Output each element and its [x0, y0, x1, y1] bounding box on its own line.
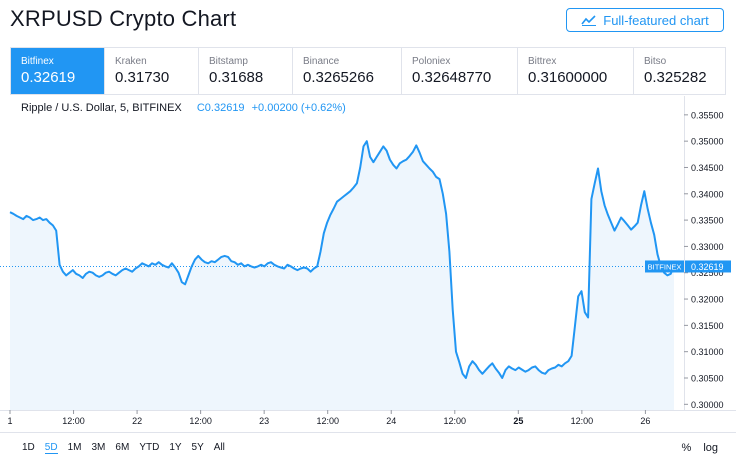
exchange-name: Bitfinex: [21, 56, 54, 67]
range-6m[interactable]: 6M: [115, 442, 130, 453]
y-tick-label: 0.32500: [691, 268, 724, 278]
x-tick-label: 25: [513, 416, 523, 426]
price-line: [9, 140, 675, 379]
y-tick-label: 0.31000: [691, 347, 724, 357]
y-tick-label: 0.34000: [691, 189, 724, 199]
last-price-source-badge: [645, 260, 684, 273]
chart-legend: Ripple / U.S. Dollar, 5, BITFINEX C0.326…: [21, 102, 346, 114]
last-price-label: 0.32619: [691, 262, 724, 272]
tab-bitso[interactable]: Bitso 0.325282: [634, 48, 725, 94]
legend-change: +0.00200 (+0.62%): [251, 102, 346, 114]
x-tick-label: 26: [640, 416, 650, 426]
exchange-price: 0.31730: [115, 69, 170, 86]
page-title: XRPUSD Crypto Chart: [10, 6, 237, 31]
x-tick-label: 12:00: [62, 416, 85, 426]
exchange-price: 0.31688: [209, 69, 264, 86]
x-tick-label: 12:00: [316, 416, 339, 426]
y-tick-label: 0.31500: [691, 321, 724, 331]
tab-poloniex[interactable]: Poloniex 0.32648770: [402, 48, 518, 94]
exchange-price: 0.32648770: [412, 69, 492, 86]
percent-scale-toggle[interactable]: %: [681, 442, 692, 454]
y-tick-label: 0.33000: [691, 242, 724, 252]
x-tick-label: 12:00: [571, 416, 594, 426]
price-chart[interactable]: 0.35500 0.35000 0.34500 0.34000 0.33500 0.330…: [0, 96, 736, 432]
legend-close: C0.32619: [196, 102, 245, 114]
scale-options: % log: [670, 442, 718, 454]
price-area-fill: [10, 141, 674, 410]
y-tick-label: 0.30000: [691, 400, 724, 410]
x-tick-label: 23: [259, 416, 269, 426]
y-tick-label: 0.34500: [691, 163, 724, 173]
exchange-price: 0.31600000: [528, 69, 608, 86]
tab-bittrex[interactable]: Bittrex 0.31600000: [518, 48, 634, 94]
y-tick-label: 0.35000: [691, 137, 724, 147]
x-tick-label: 24: [386, 416, 396, 426]
log-scale-toggle[interactable]: log: [703, 442, 718, 454]
bottom-toolbar: 1D 5D 1M 3M 6M YTD 1Y 5Y All % log: [0, 432, 736, 476]
range-1y[interactable]: 1Y: [169, 442, 182, 453]
range-ytd[interactable]: YTD: [139, 442, 160, 453]
tab-bitstamp[interactable]: Bitstamp 0.31688: [199, 48, 293, 94]
last-price-badge: [685, 260, 731, 273]
range-all[interactable]: All: [213, 442, 225, 453]
range-5d[interactable]: 5D: [44, 442, 58, 454]
legend-symbol: Ripple / U.S. Dollar, 5, BITFINEX: [21, 102, 182, 114]
range-5y[interactable]: 5Y: [191, 442, 204, 453]
range-1d[interactable]: 1D: [22, 442, 35, 453]
exchange-name: Poloniex: [412, 56, 451, 67]
range-3m[interactable]: 3M: [91, 442, 106, 453]
exchange-price: 0.3265266: [303, 69, 374, 86]
full-featured-chart-label: Full-featured chart: [603, 12, 709, 28]
chart-icon: [581, 15, 597, 26]
exchange-name: Binance: [303, 56, 340, 67]
exchange-name: Kraken: [115, 56, 147, 67]
exchange-tabs: Bitfinex 0.32619 Kraken 0.31730 Bitstamp…: [10, 47, 726, 95]
last-price-source-label: BITFINEX: [648, 262, 682, 271]
range-1m[interactable]: 1M: [67, 442, 82, 453]
y-tick-label: 0.33500: [691, 216, 724, 226]
exchange-name: Bittrex: [528, 56, 557, 67]
x-tick-label: 1: [7, 416, 12, 426]
tab-binance[interactable]: Binance 0.3265266: [293, 48, 402, 94]
y-tick-label: 0.30500: [691, 374, 724, 384]
range-selector: 1D 5D 1M 3M 6M YTD 1Y 5Y All: [22, 442, 235, 454]
tab-kraken[interactable]: Kraken 0.31730: [105, 48, 199, 94]
exchange-name: Bitso: [644, 56, 667, 67]
full-featured-chart-button[interactable]: Full-featured chart: [566, 8, 724, 32]
y-tick-label: 0.35500: [691, 110, 724, 120]
exchange-price: 0.32619: [21, 69, 76, 86]
x-tick-label: 22: [132, 416, 142, 426]
tab-bitfinex[interactable]: Bitfinex 0.32619: [11, 48, 105, 94]
y-tick-label: 0.32000: [691, 295, 724, 305]
x-tick-label: 12:00: [189, 416, 212, 426]
x-tick-label: 12:00: [444, 416, 467, 426]
exchange-price: 0.325282: [644, 69, 707, 86]
exchange-name: Bitstamp: [209, 56, 248, 67]
